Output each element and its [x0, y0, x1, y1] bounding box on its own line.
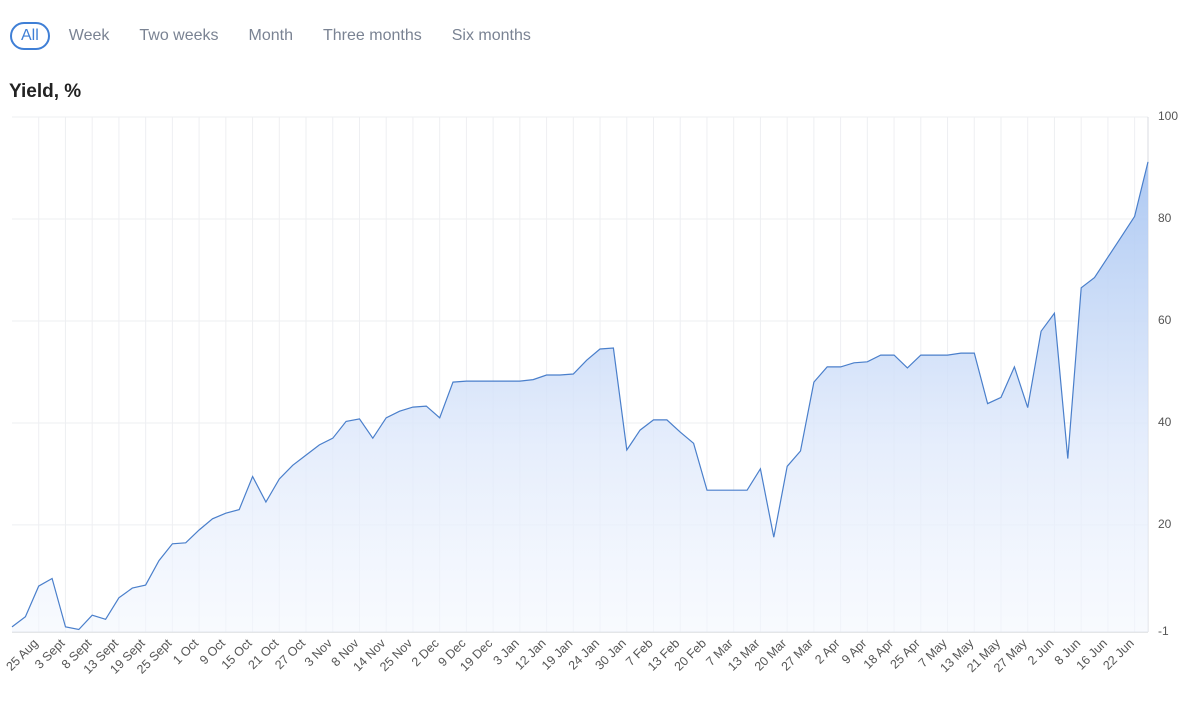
x-tick-label: 2 Jun: [1025, 636, 1057, 668]
x-tick-label: 25 Apr: [887, 636, 922, 671]
y-tick-label: 60: [1158, 313, 1172, 327]
y-tick-label: -1: [1158, 624, 1169, 638]
x-tick-label: 3 Nov: [302, 636, 336, 670]
x-tick-label: 30 Jan: [592, 636, 628, 672]
range-tab[interactable]: Month: [248, 27, 293, 44]
range-tab[interactable]: Six months: [451, 27, 531, 44]
range-tab[interactable]: Two weeks: [139, 27, 219, 44]
range-tab[interactable]: Three months: [323, 27, 422, 44]
x-tick-label: 1 Oct: [170, 636, 201, 667]
x-tick-label: 25 Aug: [3, 636, 40, 673]
y-tick-label: 100: [1158, 109, 1178, 123]
chart-title: Yield, %: [9, 81, 81, 102]
range-tab[interactable]: Week: [68, 27, 110, 44]
y-tick-label: 40: [1158, 415, 1172, 429]
x-tick-label: 2 Apr: [812, 636, 843, 667]
x-tick-label: 27 Oct: [272, 636, 308, 672]
y-tick-label: 80: [1158, 211, 1172, 225]
y-tick-label: 20: [1158, 517, 1172, 531]
x-tick-label: 22 Jun: [1100, 636, 1136, 672]
x-tick-label: 2 Dec: [409, 636, 442, 669]
range-tabs: All Week Two weeks Month Three months Six mon…: [10, 22, 550, 50]
line: [11, 161, 1149, 631]
area: [12, 161, 1148, 632]
range-tab[interactable]: All: [10, 22, 50, 50]
